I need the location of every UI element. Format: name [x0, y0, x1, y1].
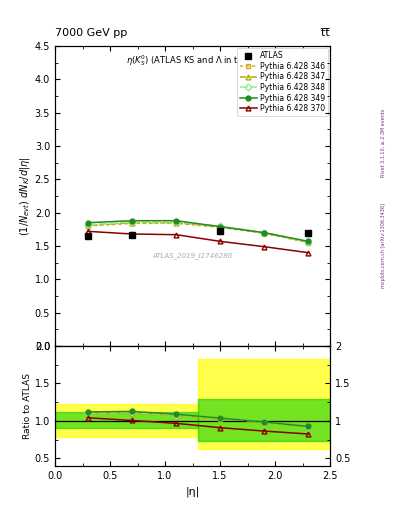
ATLAS	[130, 231, 134, 238]
Line: Pythia 6.428 349: Pythia 6.428 349	[86, 218, 310, 244]
Pythia 6.428 349	[262, 229, 266, 236]
Pythia 6.428 348	[130, 219, 134, 225]
ATLAS	[218, 228, 222, 234]
Pythia 6.428 348	[86, 222, 90, 228]
Pythia 6.428 346	[174, 220, 178, 226]
Pythia 6.428 347	[86, 222, 90, 228]
Text: t̅t̅: t̅t̅	[321, 28, 330, 38]
Pythia 6.428 348	[306, 239, 310, 245]
Text: Rivet 3.1.10, ≥ 2.3M events: Rivet 3.1.10, ≥ 2.3M events	[381, 109, 386, 178]
Text: mcplots.cern.ch [arXiv:1306.3436]: mcplots.cern.ch [arXiv:1306.3436]	[381, 203, 386, 288]
Pythia 6.428 349	[130, 218, 134, 224]
Pythia 6.428 346	[218, 224, 222, 230]
Pythia 6.428 348	[262, 229, 266, 236]
Pythia 6.428 349	[86, 220, 90, 226]
Pythia 6.428 346	[262, 230, 266, 237]
ATLAS	[306, 230, 310, 236]
Text: 7000 GeV pp: 7000 GeV pp	[55, 28, 127, 38]
Y-axis label: Ratio to ATLAS: Ratio to ATLAS	[23, 373, 32, 439]
Pythia 6.428 348	[174, 219, 178, 225]
Pythia 6.428 349	[174, 218, 178, 224]
Pythia 6.428 346	[130, 220, 134, 226]
Pythia 6.428 370	[130, 231, 134, 237]
ATLAS	[86, 233, 90, 239]
Legend: ATLAS, Pythia 6.428 346, Pythia 6.428 347, Pythia 6.428 348, Pythia 6.428 349, P: ATLAS, Pythia 6.428 346, Pythia 6.428 34…	[237, 48, 328, 116]
X-axis label: |η|: |η|	[185, 486, 200, 497]
Pythia 6.428 347	[306, 239, 310, 245]
Line: Pythia 6.428 370: Pythia 6.428 370	[86, 229, 310, 255]
Line: Pythia 6.428 346: Pythia 6.428 346	[86, 221, 310, 245]
Pythia 6.428 347	[262, 229, 266, 236]
Pythia 6.428 347	[130, 220, 134, 226]
Pythia 6.428 348	[218, 223, 222, 229]
Line: Pythia 6.428 347: Pythia 6.428 347	[86, 220, 310, 244]
Pythia 6.428 349	[306, 238, 310, 244]
Text: $\eta(K^0_S)$ (ATLAS KS and $\Lambda$ in ttbar): $\eta(K^0_S)$ (ATLAS KS and $\Lambda$ in…	[126, 54, 259, 69]
Pythia 6.428 370	[86, 228, 90, 234]
Pythia 6.428 347	[174, 220, 178, 226]
Line: ATLAS: ATLAS	[85, 228, 311, 239]
Pythia 6.428 370	[306, 249, 310, 255]
Pythia 6.428 346	[86, 223, 90, 229]
Pythia 6.428 370	[174, 231, 178, 238]
Y-axis label: $(1/N_{evt})$ $dN_K/d|\eta|$: $(1/N_{evt})$ $dN_K/d|\eta|$	[18, 156, 32, 236]
Pythia 6.428 370	[262, 244, 266, 250]
Pythia 6.428 347	[218, 224, 222, 230]
Pythia 6.428 349	[218, 224, 222, 230]
Text: ATLAS_2019_I1746286: ATLAS_2019_I1746286	[152, 252, 233, 260]
Line: Pythia 6.428 348: Pythia 6.428 348	[86, 220, 310, 244]
Pythia 6.428 346	[306, 240, 310, 246]
Pythia 6.428 370	[218, 238, 222, 244]
